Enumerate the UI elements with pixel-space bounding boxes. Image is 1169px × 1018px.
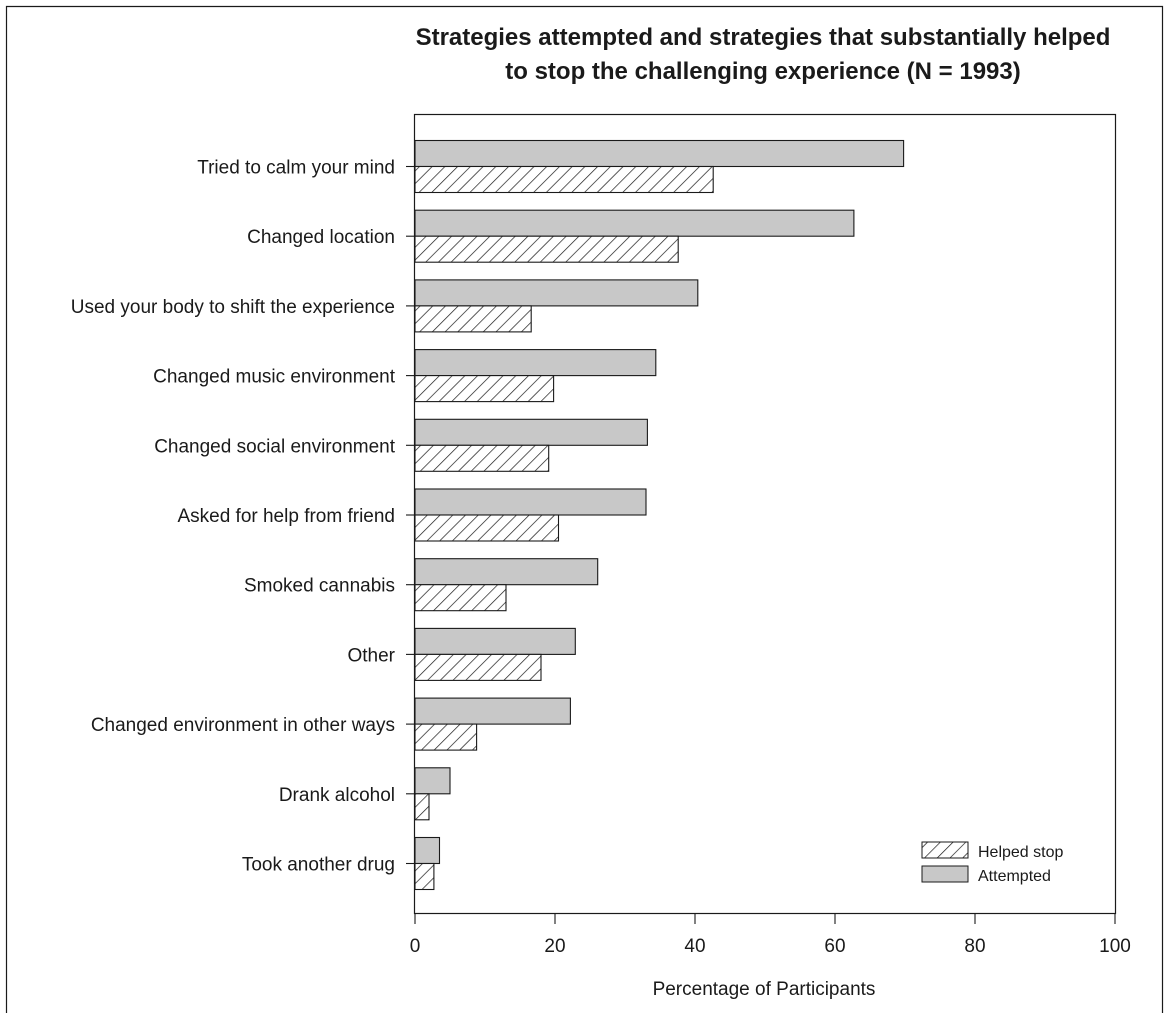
bar-helped-stop-other — [414, 653, 542, 681]
legend-label-helped-stop: Helped stop — [978, 844, 1063, 861]
bar-helped-stop-changed-music-environment — [414, 375, 555, 403]
bar-attempted-changed-location — [414, 209, 855, 237]
category-label-used-your-body-to-shift-the-experience: Used your body to shift the experience — [71, 297, 395, 318]
bars-group — [414, 139, 905, 891]
x-tick-label-40: 40 — [684, 936, 705, 957]
x-axis-label: Percentage of Participants — [653, 979, 876, 1000]
bar-helped-stop-changed-environment-in-other-ways — [414, 723, 478, 751]
x-axis: 0 20 40 60 80 100 — [410, 914, 1131, 957]
x-tick-label-100: 100 — [1099, 936, 1131, 957]
legend: Helped stop Attempted — [921, 841, 1063, 885]
category-label-changed-location: Changed location — [247, 227, 395, 248]
bar-attempted-smoked-cannabis — [414, 558, 599, 586]
category-label-drank-alcohol: Drank alcohol — [279, 785, 395, 806]
bar-attempted-changed-music-environment — [414, 349, 657, 377]
category-label-other: Other — [347, 645, 395, 666]
bar-attempted-changed-environment-in-other-ways — [414, 697, 571, 725]
bar-helped-stop-smoked-cannabis — [414, 584, 507, 612]
bar-attempted-changed-social-environment — [414, 418, 648, 446]
category-labels: Tried to calm your mind Changed location U… — [71, 158, 415, 876]
bar-helped-stop-changed-social-environment — [414, 444, 550, 472]
figure-border — [5, 5, 1164, 1013]
category-label-changed-environment-in-other-ways: Changed environment in other ways — [91, 715, 395, 736]
legend-swatch-helped-stop — [921, 841, 969, 859]
legend-label-attempted: Attempted — [978, 868, 1051, 885]
category-label-smoked-cannabis: Smoked cannabis — [244, 576, 395, 597]
bar-attempted-drank-alcohol — [414, 767, 451, 795]
bar-helped-stop-changed-location — [414, 235, 679, 263]
bar-helped-stop-drank-alcohol — [414, 793, 430, 821]
bar-helped-stop-asked-for-help-from-friend — [414, 514, 560, 542]
category-label-asked-for-help-from-friend: Asked for help from friend — [177, 506, 395, 527]
category-label-took-another-drug: Took another drug — [242, 855, 395, 876]
x-tick-label-20: 20 — [544, 936, 565, 957]
bar-attempted-used-your-body-to-shift-the-experience — [414, 279, 699, 307]
bar-attempted-other — [414, 627, 576, 655]
bar-helped-stop-took-another-drug — [414, 862, 435, 891]
x-tick-label-0: 0 — [410, 936, 421, 957]
chart-title-line-1: Strategies attempted and strategies that… — [416, 24, 1111, 51]
bar-attempted-asked-for-help-from-friend — [414, 488, 647, 516]
bar-helped-stop-tried-to-calm-your-mind — [414, 165, 714, 194]
x-tick-label-60: 60 — [824, 936, 845, 957]
bar-helped-stop-used-your-body-to-shift-the-experience — [414, 305, 532, 333]
bar-attempted-took-another-drug — [414, 836, 441, 865]
category-label-changed-social-environment: Changed social environment — [154, 436, 396, 457]
x-tick-label-80: 80 — [964, 936, 985, 957]
category-label-tried-to-calm-your-mind: Tried to calm your mind — [197, 158, 395, 179]
legend-swatch-attempted — [921, 865, 969, 883]
category-label-changed-music-environment: Changed music environment — [153, 367, 396, 388]
chart-title-line-2: to stop the challenging experience (N = … — [505, 58, 1020, 85]
bar-attempted-tried-to-calm-your-mind — [414, 139, 905, 168]
